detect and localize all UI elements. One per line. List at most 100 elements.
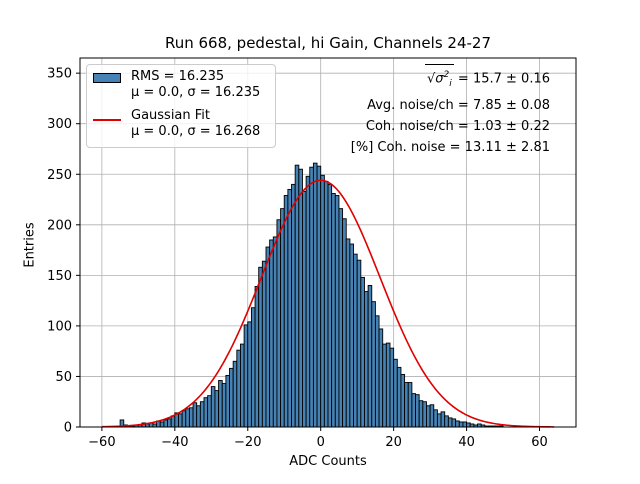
histogram-bar (164, 420, 168, 427)
histogram-bar (416, 395, 420, 427)
histogram-bar (397, 367, 401, 427)
legend-swatch-histogram (93, 73, 121, 83)
histogram-bar (270, 240, 274, 427)
histogram-bar (200, 402, 204, 427)
histogram-bar (354, 254, 358, 427)
histogram-bar (306, 176, 310, 427)
histogram-bar (208, 396, 212, 427)
histogram-bar (419, 401, 423, 427)
legend-label-histogram: RMS = 16.235 (131, 69, 260, 85)
y-tick-label: 0 (64, 421, 72, 436)
sqrt-sigma-symbol: √σ2i (425, 64, 454, 95)
histogram-bar (456, 421, 460, 427)
y-tick-label: 150 (47, 269, 72, 284)
histogram-bar (375, 316, 379, 427)
histogram-bar (259, 267, 263, 427)
histogram-bar (299, 169, 303, 427)
x-tick-label: −60 (88, 435, 115, 450)
histogram-bar (197, 406, 201, 427)
legend-label-fit: Gaussian Fit (131, 108, 260, 124)
histogram-bar (408, 383, 412, 427)
histogram-bar (426, 406, 430, 427)
histogram-bar (383, 344, 387, 427)
histogram-bar (193, 403, 197, 427)
histogram-bar (248, 322, 252, 427)
histogram-bar (332, 193, 336, 427)
histogram-bar (437, 414, 441, 427)
histogram-bar (222, 384, 226, 427)
y-tick-label: 250 (47, 168, 72, 183)
legend: RMS = 16.235 μ = 0.0, σ = 16.235 Gaussia… (86, 64, 276, 148)
histogram-bar (230, 368, 234, 427)
x-tick-label: −20 (234, 435, 261, 450)
histogram-bar (412, 394, 416, 427)
histogram-bar (237, 350, 241, 427)
annotation-coh-percent: [%] Coh. noise = 13.11 ± 2.81 (351, 137, 550, 158)
y-tick-label: 100 (47, 319, 72, 334)
histogram-bar (350, 244, 354, 427)
x-tick-label: 0 (317, 435, 325, 450)
histogram-bar (335, 195, 339, 427)
histogram-bar (292, 184, 296, 427)
histogram-bar (459, 422, 463, 427)
histogram-bar (463, 422, 467, 427)
histogram-bar (226, 375, 230, 427)
legend-entry-fit: Gaussian Fit μ = 0.0, σ = 16.268 (93, 108, 260, 140)
histogram-bar (434, 410, 438, 427)
annotation-avg-noise: Avg. noise/ch = 7.85 ± 0.08 (351, 95, 550, 116)
histogram-bar (251, 308, 255, 427)
histogram-bar (171, 416, 175, 427)
histogram-bar (343, 219, 347, 427)
sqrt-sigma-value: = 15.7 ± 0.16 (458, 71, 550, 86)
histogram-bar (240, 344, 244, 427)
y-tick-label: 200 (47, 218, 72, 233)
y-axis-label: Entries (23, 222, 38, 267)
noise-annotations: √σ2i = 15.7 ± 0.16 Avg. noise/ch = 7.85 … (351, 64, 550, 158)
legend-swatch-fit (93, 119, 121, 121)
histogram-bar (255, 286, 259, 427)
histogram-bar (281, 209, 285, 427)
x-tick-label: 40 (458, 435, 475, 450)
x-tick-label: 60 (531, 435, 548, 450)
histogram-bar (168, 419, 172, 427)
histogram-bar (182, 411, 186, 427)
histogram-bar (372, 302, 376, 427)
y-tick-label: 300 (47, 117, 72, 132)
histogram-bar (386, 343, 390, 427)
histogram-bar (284, 195, 288, 427)
histogram-bar (423, 402, 427, 427)
histogram-bar (441, 412, 445, 427)
histogram-bar (361, 277, 365, 427)
histogram-bar (277, 220, 281, 427)
figure: −60 −40 −20 0 20 40 60 0 50 100 150 200 250 300 350 Ru… (0, 0, 640, 480)
x-tick-label: 20 (385, 435, 402, 450)
histogram-bar (160, 422, 164, 427)
y-tick-label: 350 (47, 67, 72, 82)
histogram-bar (445, 416, 449, 427)
histogram-bar (317, 166, 321, 427)
histogram-bar (211, 387, 215, 427)
histogram-bar (368, 285, 372, 427)
histogram-bar (288, 189, 292, 427)
histogram-bar (379, 329, 383, 427)
histogram-bar (328, 184, 332, 427)
histogram-bar (452, 419, 456, 427)
histogram-bar (215, 391, 219, 427)
histogram-bar (346, 239, 350, 427)
histogram-bar (467, 423, 471, 427)
histogram-bar (430, 405, 434, 427)
histogram-bar (448, 418, 452, 427)
histogram-bar (244, 325, 248, 427)
chart-title: Run 668, pedestal, hi Gain, Channels 24-… (80, 34, 576, 52)
histogram-bar (405, 383, 409, 427)
histogram-bar (339, 209, 343, 427)
annotation-sqrt-sigma: √σ2i = 15.7 ± 0.16 (351, 64, 550, 95)
legend-stats-histogram: μ = 0.0, σ = 16.235 (131, 85, 260, 101)
histogram-bar (262, 261, 266, 427)
x-tick-label: −40 (161, 435, 188, 450)
x-axis-label: ADC Counts (80, 454, 576, 469)
histogram-bar (302, 191, 306, 427)
histogram-bar (390, 348, 394, 427)
histogram-bar (324, 181, 328, 427)
legend-entry-histogram: RMS = 16.235 μ = 0.0, σ = 16.235 (93, 69, 260, 101)
